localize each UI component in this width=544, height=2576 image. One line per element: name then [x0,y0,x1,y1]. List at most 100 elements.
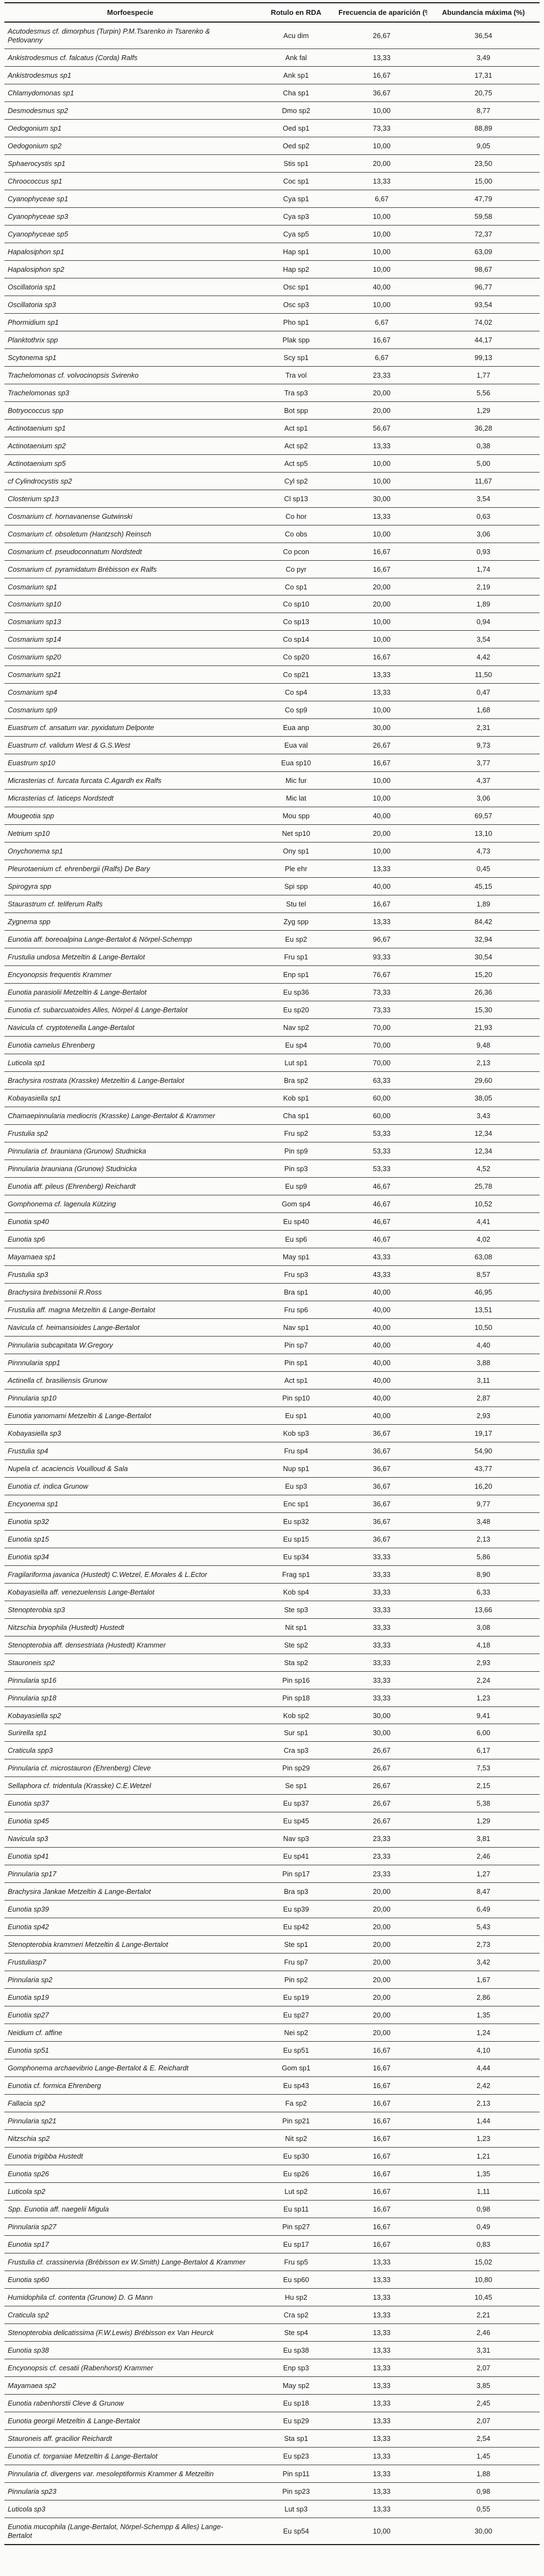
frequency-value: 26,67 [336,736,428,754]
max-abundance-value: 0,63 [427,507,540,525]
rda-label: Act sp2 [256,436,336,455]
frequency-value: 43,33 [336,1247,428,1266]
frequency-value: 13,33 [336,2323,428,2342]
frequency-value: 46,67 [336,1212,428,1231]
table-row: Fragilariforma javanica (Hustedt) C.Wetz… [4,1565,540,1584]
frequency-value: 33,33 [336,1565,428,1584]
morphospecies-name: Eunotia sp42 [4,1918,256,1936]
rda-label: Eu sp18 [256,2393,336,2412]
max-abundance-value: 10,52 [427,1194,540,1213]
table-row: Mayamaea sp1 May sp1 43,33 63,08 [4,1247,540,1266]
max-abundance-value: 59,58 [427,207,540,226]
rda-label: Eu sp3 [256,1477,336,1495]
frequency-value: 40,00 [336,1318,428,1337]
rda-label: Nei sp2 [256,2024,336,2042]
max-abundance-value: 3,49 [427,48,540,67]
frequency-value: 76,67 [336,965,428,984]
frequency-value: 23,33 [336,1829,428,1848]
rda-label: Bot spp [256,401,336,420]
rda-label: Kob sp2 [256,1706,336,1724]
frequency-value: 40,00 [336,1282,428,1301]
morphospecies-name: Oscillatoria sp1 [4,277,256,296]
table-row: Trachelomonas sp3 Tra sp3 20,00 5,56 [4,383,540,402]
table-row: Eunotia cf. subarcuatoides Alles, Nörpel… [4,1001,540,1019]
morphospecies-name: Brachysira brebissonii R.Ross [4,1282,256,1301]
frequency-value: 36,67 [336,1477,428,1495]
frequency-value: 10,00 [336,842,428,860]
rda-label: Sur sp1 [256,1724,336,1742]
frequency-value: 26,67 [336,1794,428,1812]
frequency-value: 63,33 [336,1071,428,1090]
table-row: Eunotia aff. boreoalpina Lange-Bertalot … [4,930,540,948]
morphospecies-name: Navicula cf. cryptotenella Lange-Bertalo… [4,1018,256,1037]
max-abundance-value: 0,98 [427,2200,540,2218]
rda-label: Cl sp13 [256,489,336,508]
rda-label: Stu tel [256,895,336,913]
frequency-value: 6,67 [336,189,428,208]
max-abundance-value: 8,47 [427,1882,540,1901]
frequency-value: 16,67 [336,895,428,913]
max-abundance-value: 98,67 [427,260,540,278]
morphospecies-name: Eunotia sp26 [4,2165,256,2183]
frequency-value: 16,67 [336,2182,428,2201]
rda-label: Eu sp37 [256,1794,336,1812]
table-row: Spp. Eunotia aff. naegelii Migula Eu sp1… [4,2200,540,2218]
morphospecies-name: Cosmarium sp4 [4,683,256,701]
table-row: Netrium sp10 Net sp10 20,00 13,10 [4,824,540,842]
frequency-value: 20,00 [336,2006,428,2024]
max-abundance-value: 8,77 [427,101,540,120]
frequency-value: 20,00 [336,1953,428,1971]
frequency-value: 20,00 [336,595,428,613]
morphospecies-name: Pinnularia sp10 [4,1388,256,1407]
table-row: Micrasterias cf. furcata furcata C.Agard… [4,771,540,790]
rda-label: Ank sp1 [256,66,336,84]
morphospecies-name: Craticula spp3 [4,1741,256,1759]
max-abundance-value: 3,85 [427,2376,540,2395]
max-abundance-value: 3,43 [427,1107,540,1125]
table-row: Cyanophyceae sp1 Cya sp1 6,67 47,79 [4,189,540,208]
max-abundance-value: 10,45 [427,2288,540,2306]
frequency-value: 16,67 [336,330,428,349]
table-body: Acutodesmus cf. dimorphus (Turpin) P.M.T… [4,22,540,2545]
rda-label: Oed sp2 [256,136,336,155]
max-abundance-value: 13,10 [427,824,540,842]
max-abundance-value: 6,33 [427,1582,540,1601]
rda-label: Bra sp3 [256,1882,336,1901]
max-abundance-value: 3,11 [427,1371,540,1389]
table-row: Brachysira rostrata (Krasske) Metzeltin … [4,1071,540,1090]
max-abundance-value: 63,09 [427,242,540,261]
max-abundance-value: 0,38 [427,436,540,455]
frequency-value: 33,33 [336,1618,428,1636]
rda-label: Eu sp27 [256,2006,336,2024]
frequency-value: 20,00 [336,383,428,402]
table-row: Eunotia sp17 Eu sp17 16,67 0,83 [4,2235,540,2253]
morphospecies-name: Trachelomonas sp3 [4,383,256,402]
rda-label: Sta sp1 [256,2429,336,2448]
morphospecies-name: Luticola sp1 [4,1054,256,1072]
rda-label: Cra sp3 [256,1741,336,1759]
table-row: Humidophila cf. contenta (Grunow) D. G M… [4,2288,540,2306]
morphospecies-name: Frustulia sp2 [4,1124,256,1142]
rda-label: Co sp21 [256,666,336,684]
frequency-value: 13,33 [336,2376,428,2395]
rda-label: Mic lat [256,789,336,807]
column-header-rotulo-rda: Rotulo en RDA [256,3,336,23]
rda-label: Pho sp1 [256,313,336,331]
frequency-value: 16,67 [336,754,428,772]
max-abundance-value: 30,54 [427,948,540,966]
rda-label: Kob sp4 [256,1582,336,1601]
max-abundance-value: 9,77 [427,1494,540,1513]
rda-label: Eu sp23 [256,2446,336,2465]
max-abundance-value: 9,05 [427,136,540,155]
max-abundance-value: 54,90 [427,1441,540,1460]
rda-label: Net sp10 [256,824,336,842]
rda-label: Plak spp [256,330,336,349]
rda-label: Eu sp11 [256,2200,336,2218]
table-row: Pinnnularia spp1 Pin sp1 40,00 3,88 [4,1353,540,1372]
rda-label: Lut sp2 [256,2182,336,2201]
table-row: Cosmarium cf. pseudoconnatum Nordstedt C… [4,542,540,561]
max-abundance-value: 5,56 [427,383,540,402]
rda-label: Cya sp5 [256,224,336,243]
max-abundance-value: 13,66 [427,1600,540,1619]
frequency-value: 46,67 [336,1194,428,1213]
